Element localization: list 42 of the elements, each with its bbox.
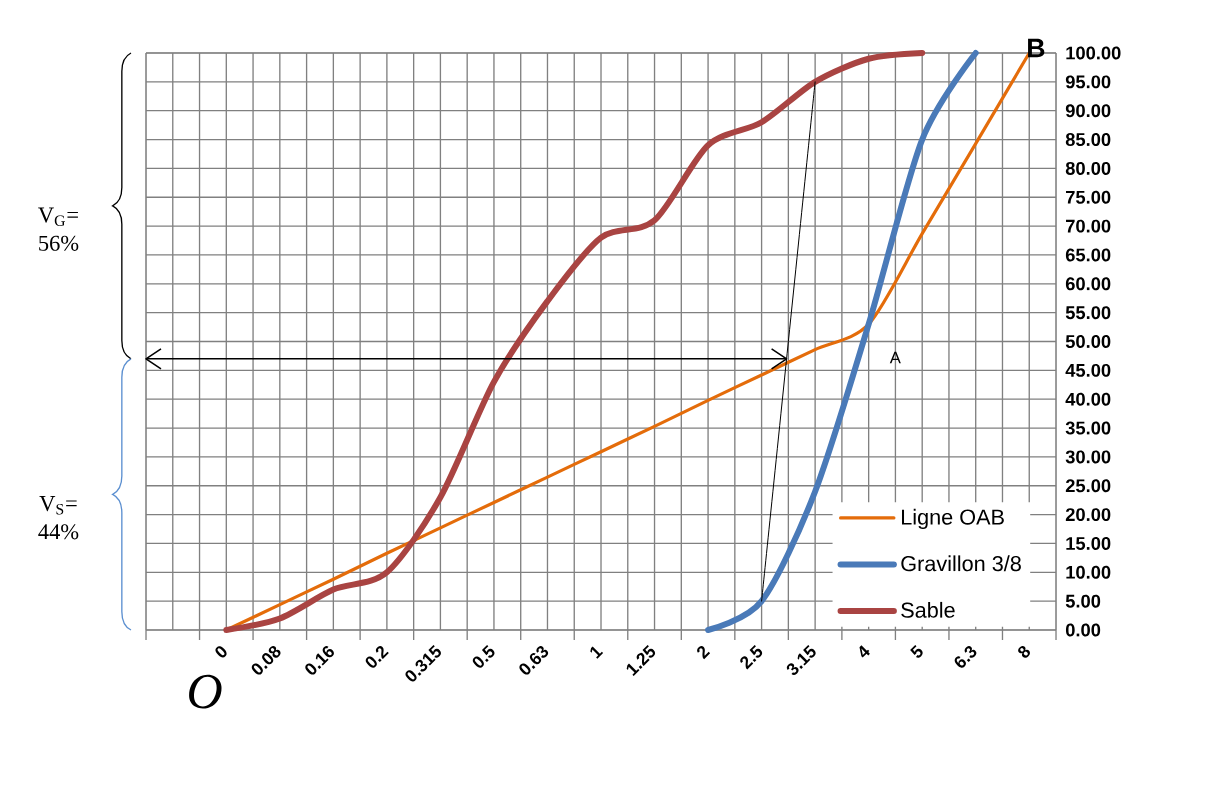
text: V$_{G}$= 56% <box>38 207 79 251</box>
x-tick-label: 1 <box>590 646 604 659</box>
y-tick-label: 0.00 <box>1065 623 1101 637</box>
annotation: B <box>1028 38 1045 58</box>
y-tick-label: 95.00 <box>1065 75 1111 89</box>
y-tick-label: 30.00 <box>1065 450 1111 464</box>
text: V$_{S}$= 44% <box>38 496 79 540</box>
x-tick-label: 8 <box>1018 645 1030 658</box>
y-tick-label: 25.00 <box>1065 479 1111 493</box>
y-tick-label: 35.00 <box>1065 421 1111 435</box>
x-tick-label: 6.3 <box>954 645 977 668</box>
y-tick-label: 70.00 <box>1066 219 1111 233</box>
y-tick-label: 45.00 <box>1065 363 1111 377</box>
x-tick-label: 0.2 <box>365 645 389 668</box>
y-tick-label: 80.00 <box>1065 161 1111 175</box>
annotation: A <box>889 351 901 364</box>
y-tick-label: 90.00 <box>1065 104 1111 118</box>
legend-label: Gravillon 3/8 <box>901 555 1021 572</box>
x-tick-label: 0.08 <box>251 645 281 675</box>
y-tick-label: 60.00 <box>1065 277 1111 291</box>
y-tick-label: 20.00 <box>1065 508 1111 522</box>
legend-label: Sable <box>901 601 955 618</box>
y-tick-label: 50.00 <box>1065 335 1111 348</box>
x-tick-label: 5 <box>910 644 923 658</box>
y-tick-label: 10.00 <box>1066 565 1111 579</box>
y-tick-label: 85.00 <box>1065 133 1111 147</box>
y-tick-label: 100.00 <box>1066 46 1121 60</box>
x-tick-label: 0.5 <box>472 644 495 668</box>
x-tick-label: 0.63 <box>519 645 549 675</box>
x-tick-label: 2 <box>697 646 711 660</box>
y-tick-label: 40.00 <box>1065 392 1111 406</box>
x-tick-label: 0.16 <box>305 646 334 675</box>
x-tick-label: 2.5 <box>740 644 763 670</box>
x-tick-label: 0 <box>215 646 227 658</box>
legend-label: Ligne OAB <box>902 508 1004 530</box>
y-tick-label: 15.00 <box>1066 536 1111 550</box>
x-tick-label: 4 <box>859 645 870 658</box>
y-tick-label: 75.00 <box>1066 190 1111 204</box>
y-tick-label: 55.00 <box>1065 306 1111 320</box>
y-tick-label: 5.00 <box>1065 594 1101 608</box>
y-tick-label: 65.00 <box>1065 248 1111 262</box>
annotation: O <box>189 674 222 709</box>
